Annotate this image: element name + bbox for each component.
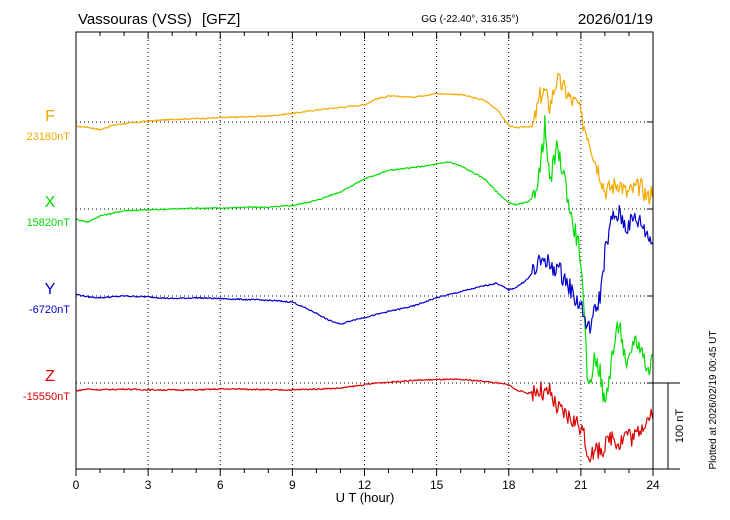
baseline-label-z: -15550nT [23, 391, 70, 403]
x-axis-label: U T (hour) [336, 490, 395, 505]
scale-bar: 100 nT [653, 382, 686, 470]
x-tick-label: 3 [145, 478, 152, 492]
station-coords: GG (-22.40°, 316.35°) [421, 14, 519, 25]
baseline-label-x: 15820nT [27, 217, 71, 229]
component-label-z: Z [45, 368, 55, 385]
x-tick-label: 6 [217, 478, 224, 492]
x-tick-label: 21 [574, 478, 588, 492]
component-labels: F 23180nT X 15820nT Y -6720nT Z -15550nT [23, 108, 70, 403]
series-line-f [76, 72, 654, 205]
scale-bar-label: 100 nT [674, 409, 686, 444]
component-label-y: Y [45, 281, 56, 298]
x-tick-label: 9 [289, 478, 296, 492]
x-tick-label: 18 [502, 478, 516, 492]
series-line-x [75, 114, 654, 403]
plot-date: 2026/01/19 [578, 11, 653, 28]
x-tick-label: 15 [430, 478, 444, 492]
component-label-f: F [45, 108, 55, 125]
series-line-z [75, 378, 654, 463]
x-axis-ticks: 0 3 6 9 12 15 18 21 24 [73, 32, 660, 492]
x-tick-label: 12 [358, 478, 372, 492]
station-title: Vassouras (VSS) [GFZ] [78, 11, 240, 28]
x-tick-label: 24 [646, 478, 660, 492]
series-traces [75, 72, 654, 463]
component-label-x: X [45, 194, 56, 211]
series-line-y [75, 204, 654, 334]
baseline-label-y: -6720nT [29, 304, 70, 316]
plotted-at-note: Plotted at 2026/02/19 00:45 UT [708, 331, 719, 470]
baseline-label-f: 23180nT [27, 131, 71, 143]
x-tick-label: 0 [73, 478, 80, 492]
